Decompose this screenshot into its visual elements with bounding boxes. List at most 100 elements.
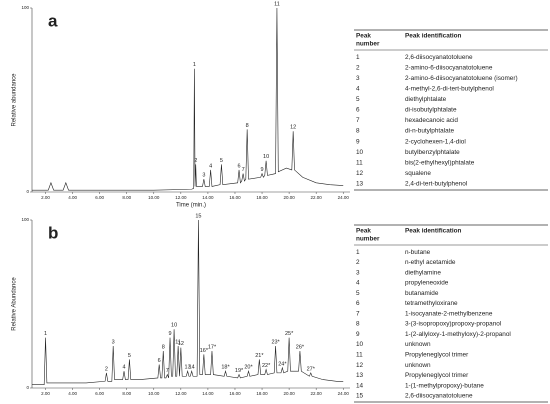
table-cell: 13 [356, 180, 364, 187]
table-cell: 12 [356, 170, 364, 177]
x-tick-label: 18.00 [256, 195, 268, 200]
y-tick-label: 0 [26, 189, 29, 194]
table-cell: 2-amino-6-diisocyanatotoluene (isomer) [405, 75, 518, 82]
table-cell: 6 [356, 107, 360, 114]
x-tick-label: 6.00 [95, 195, 104, 200]
table-cell: 15 [356, 393, 364, 400]
x-tick-label: 10.00 [148, 391, 160, 396]
table-cell: 6 [356, 300, 360, 307]
table-header: Peak identification [405, 228, 462, 235]
table-cell: 5 [356, 96, 360, 103]
peak-label: 24* [278, 361, 287, 367]
peak-label: 26* [296, 344, 305, 350]
table-cell: squalene [405, 170, 431, 177]
table-cell: diethylphtalate [405, 96, 447, 103]
y-tick-label: 100 [21, 217, 29, 222]
table-cell: propyleneoxide [405, 280, 449, 287]
y-tick-label: 0 [26, 385, 29, 390]
trace [32, 219, 344, 385]
table-cell: 4 [356, 280, 360, 287]
x-tick-label: 20.00 [283, 195, 295, 200]
peak-label: 6 [238, 163, 241, 169]
table-cell: di-n-butylphtalate [405, 128, 454, 135]
table-cell: 12 [356, 362, 364, 369]
table-cell: 2-cyclohexen-1,4-diol [405, 138, 466, 145]
table-cell: 2 [356, 259, 360, 266]
peak-label: 7 [166, 368, 169, 374]
x-tick-label: 2.00 [41, 195, 50, 200]
table-cell: 11 [356, 159, 363, 166]
table-header: Peak [356, 33, 371, 40]
table-cell: bis(2-ethylhexyl)phtalate [405, 159, 475, 166]
table-cell: 8 [356, 128, 360, 135]
peak-label: 9 [168, 331, 171, 337]
x-tick-label: 16.00 [229, 195, 241, 200]
table-cell: Propyleneglycol trimer [405, 351, 469, 358]
x-tick-label: 24.00 [338, 391, 350, 396]
table-cell: 9 [356, 331, 360, 338]
peak-label: 17* [208, 344, 217, 350]
peak-label: 8 [162, 344, 165, 350]
peak-label: 21* [255, 353, 264, 359]
table-cell: 9 [356, 138, 360, 145]
peak-label: 11 [274, 1, 280, 7]
table-cell: 3-(3-isopropoxy)propoxy-propanol [405, 321, 501, 328]
peak-label: 2 [194, 158, 197, 164]
table-cell: 2,6-diisocyanatotoluene [405, 54, 473, 61]
x-tick-label: 18.00 [256, 391, 268, 396]
table-cell: unknown [405, 341, 431, 348]
table-cell: di-isobutylphtalate [405, 107, 457, 114]
peak-label: 23* [271, 339, 280, 345]
table-cell: Propyleneglycol trimer [405, 372, 469, 379]
table-cell: diethylamine [405, 269, 441, 276]
table-cell: 10 [356, 341, 364, 348]
peak-label: 4 [122, 365, 125, 371]
peak-label: 13 [185, 365, 191, 371]
peak-label: 27* [307, 366, 316, 372]
x-tick-label: 12.00 [175, 195, 187, 200]
table-cell: 2-amino-6-diisocyanatotoluene [405, 64, 493, 71]
table-cell: 2 [356, 64, 360, 71]
peak-label: 2 [105, 366, 108, 372]
table-cell: 13 [356, 372, 364, 379]
peak-label: 20* [244, 365, 253, 371]
table-cell: unknown [405, 362, 431, 369]
peak-label: 15 [195, 213, 201, 219]
table-cell: 1-isocyanate-2-methylbenzene [405, 310, 493, 317]
x-tick-label: 12.00 [175, 391, 187, 396]
table-header: number [356, 41, 380, 48]
table-cell: 1-(2-allyloxy-1-methyloxy)-2-propanol [405, 331, 511, 338]
table-cell: butylbenzylphtalate [405, 149, 460, 156]
table-cell: 2,4-di-tert-butylphenol [405, 180, 467, 187]
peak-label: 5 [220, 158, 223, 164]
x-tick-label: 4.00 [68, 195, 77, 200]
table-cell: 4-methyl-2,6-di-tert-butylphenol [405, 86, 494, 93]
peak-label: 5 [128, 353, 131, 359]
peak-label: 10 [171, 323, 177, 329]
peak-label: 12 [178, 341, 184, 347]
peak-label: 12 [290, 125, 296, 131]
table-cell: n-butane [405, 249, 431, 256]
table-cell: 2,6-diisocyanatotoluene [405, 393, 473, 400]
table-header: Peak [356, 228, 371, 235]
x-tick-label: 24.00 [338, 195, 350, 200]
table-cell: 7 [356, 310, 360, 317]
x-tick-label: 22.00 [311, 391, 323, 396]
x-tick-label: 8.00 [122, 195, 131, 200]
peak-label: 4 [209, 163, 212, 169]
peak-label: 14 [189, 365, 195, 371]
table-header: number [356, 236, 380, 243]
x-tick-label: 2.00 [41, 391, 50, 396]
peak-label: 19* [235, 368, 244, 374]
peak-label: 1 [193, 62, 196, 68]
peak-label: 8 [246, 123, 249, 129]
peak-label: 10 [263, 154, 269, 160]
peak-label: 22* [262, 363, 271, 369]
panel-label: a [48, 11, 58, 30]
table-header: Peak identification [405, 33, 462, 40]
panel-label: b [48, 223, 58, 242]
x-tick-label: 4.00 [68, 391, 77, 396]
table-cell: 10 [356, 149, 364, 156]
table-cell: hexadecanoic acid [405, 117, 458, 124]
